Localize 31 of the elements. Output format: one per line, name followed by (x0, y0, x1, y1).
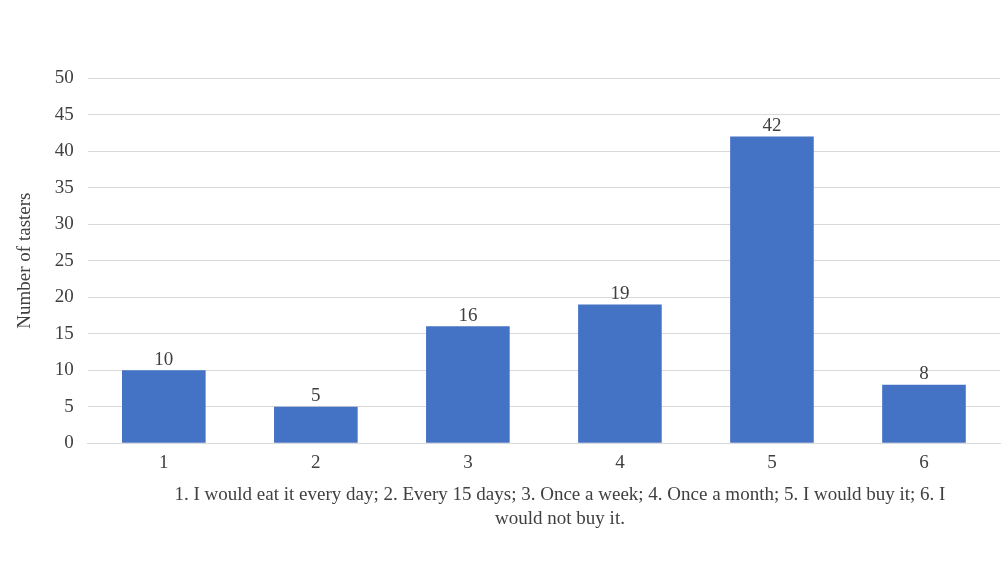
y-tick-label: 45 (54, 102, 74, 124)
x-tick-label: 2 (311, 450, 321, 472)
x-tick-label: 3 (463, 450, 473, 472)
x-tick-label: 1 (159, 450, 169, 472)
bar (274, 406, 358, 443)
bar (578, 304, 662, 443)
data-label: 8 (919, 362, 929, 384)
y-tick-label: 20 (54, 285, 74, 307)
y-tick-label: 40 (54, 139, 74, 161)
data-label: 10 (154, 347, 174, 369)
y-tick-label: 0 (64, 431, 74, 453)
data-label: 16 (458, 303, 478, 325)
y-tick-label: 30 (54, 212, 74, 234)
x-tick-label: 5 (767, 450, 777, 472)
bar (882, 384, 966, 443)
y-tick-label: 50 (54, 65, 74, 87)
bar (122, 370, 206, 443)
x-axis-title: 1. I would eat it every day; 2. Every 15 days; 3. Once a week; 4. Once a month; 5. I would buy it; 6. I would not buy it. (173, 482, 947, 530)
x-tick-label: 6 (919, 450, 929, 472)
data-label: 5 (311, 384, 321, 406)
y-axis-title: Number of tasters (13, 192, 35, 329)
y-tick-label: 35 (54, 175, 74, 197)
x-tick-label: 4 (615, 450, 626, 472)
bar (730, 136, 814, 443)
data-label: 42 (762, 113, 782, 135)
bar (426, 326, 510, 443)
y-tick-label: 5 (64, 394, 74, 416)
y-tick-label: 25 (54, 248, 74, 270)
y-tick-label: 10 (54, 358, 74, 380)
y-tick-label: 15 (54, 321, 74, 343)
data-label: 19 (610, 281, 630, 303)
